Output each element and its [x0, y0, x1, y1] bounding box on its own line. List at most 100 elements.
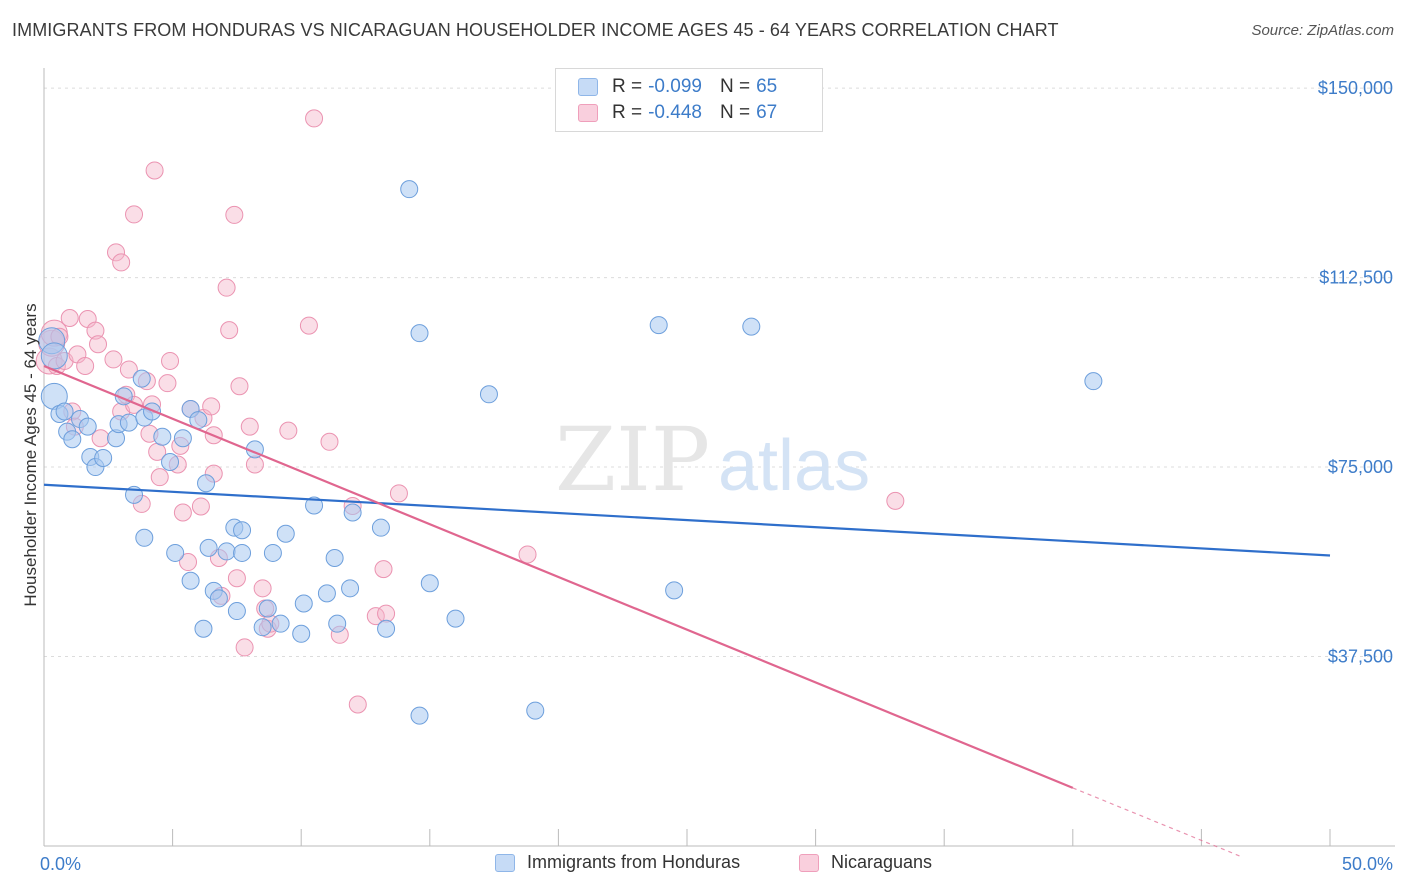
nicaraguans-trend-extension	[1072, 787, 1241, 857]
nicaraguans-point	[225, 205, 244, 224]
honduras-point	[55, 402, 74, 421]
legend-r-label: R =	[612, 76, 643, 97]
bottom-legend-nicaraguans: Nicaraguans	[799, 852, 932, 873]
nicaraguans-point	[305, 109, 324, 128]
honduras-point	[233, 521, 252, 540]
legend-n-label: N =	[719, 102, 751, 123]
chart-title: IMMIGRANTS FROM HONDURAS VS NICARAGUAN H…	[12, 20, 1059, 40]
nicaraguans-point	[348, 695, 367, 714]
nicaraguans-point	[76, 357, 95, 375]
honduras-points	[38, 180, 1103, 725]
nicaraguans-swatch	[578, 104, 598, 122]
legend-n-label: N =	[719, 76, 751, 97]
honduras-point	[420, 574, 439, 593]
nicaraguans-point	[227, 569, 246, 588]
nicaraguans-point	[104, 350, 123, 369]
honduras-point	[94, 448, 113, 467]
nicaraguans-point	[366, 607, 385, 626]
legend-n-value: 65	[756, 76, 778, 97]
honduras-point	[253, 618, 272, 637]
y-tick-label: $75,000	[1328, 457, 1393, 477]
y-tick-label: $37,500	[1328, 647, 1393, 667]
honduras-point	[199, 538, 218, 557]
honduras-point	[305, 496, 324, 515]
honduras-point	[135, 528, 154, 547]
honduras-point	[479, 385, 498, 404]
bottom-legend-honduras: Immigrants from Honduras	[495, 852, 740, 873]
honduras-legend-label: Immigrants from Honduras	[527, 852, 741, 872]
nicaraguans-point	[518, 545, 537, 564]
nicaraguans-points	[35, 109, 905, 714]
honduras-legend-swatch	[495, 853, 515, 872]
nicaraguans-point	[60, 309, 79, 327]
nicaraguans-point	[253, 579, 272, 598]
tick-labels: $37,500 $75,000 $112,500 $150,000 0.0% 50.0%	[40, 78, 1393, 874]
y-tick-label: $112,500	[1319, 268, 1393, 288]
legend-n-value: 67	[756, 102, 778, 123]
honduras-point	[371, 518, 390, 537]
grid-lines	[44, 87, 1395, 658]
honduras-trend-line	[43, 483, 1331, 557]
honduras-point	[166, 543, 185, 562]
honduras-point	[446, 609, 465, 628]
honduras-point	[233, 543, 252, 562]
honduras-point	[328, 614, 347, 633]
honduras-point	[325, 549, 344, 567]
nicaraguans-point	[150, 468, 169, 487]
honduras-point	[63, 430, 82, 449]
nicaraguans-point	[245, 455, 264, 474]
trend-lines	[43, 364, 1331, 857]
honduras-point	[227, 602, 246, 621]
watermark-atlas: atlas	[718, 426, 870, 506]
nicaraguans-legend-swatch	[799, 853, 819, 872]
honduras-point	[263, 543, 282, 562]
honduras-point	[742, 317, 761, 336]
nicaraguans-point	[374, 560, 393, 579]
nicaraguans-point	[886, 491, 905, 510]
legend-r-value: -0.448	[648, 102, 702, 123]
honduras-point	[649, 316, 668, 335]
nicaraguans-point	[191, 497, 210, 516]
nicaraguans-point	[119, 360, 138, 379]
nicaraguans-point	[112, 253, 131, 272]
x-tick-label-min: 0.0%	[40, 854, 81, 874]
nicaraguans-point	[179, 553, 198, 572]
nicaraguans-point	[299, 316, 318, 335]
honduras-point	[194, 619, 213, 638]
nicaraguans-point	[86, 321, 105, 340]
honduras-point	[40, 342, 68, 370]
honduras-point	[276, 524, 295, 543]
honduras-point	[119, 413, 138, 432]
honduras-point	[217, 542, 236, 561]
honduras-point	[343, 503, 362, 522]
nicaraguans-point	[240, 417, 259, 436]
honduras-point	[271, 614, 290, 633]
legend-row-honduras: R = -0.099 N = 65	[578, 75, 777, 99]
source-label: Source: ZipAtlas.com	[1251, 22, 1394, 39]
honduras-point	[410, 324, 429, 343]
nicaraguans-point	[279, 421, 298, 440]
nicaraguans-point	[173, 503, 192, 522]
honduras-point	[78, 417, 97, 436]
nicaraguans-point	[320, 432, 339, 451]
nicaraguans-point	[145, 161, 164, 180]
honduras-point	[317, 584, 336, 603]
nicaraguans-point	[158, 374, 177, 393]
honduras-point	[197, 474, 216, 493]
legend-row-nicaraguans: R = -0.448 N = 67	[578, 101, 777, 125]
honduras-point	[665, 581, 684, 600]
legend-r-label: R =	[612, 102, 643, 123]
y-tick-label: $150,000	[1318, 78, 1393, 98]
nicaraguans-point	[161, 351, 180, 370]
nicaraguans-legend-label: Nicaraguans	[831, 852, 933, 872]
correlation-legend: R = -0.099 N = 65 R = -0.448 N = 67	[555, 68, 823, 132]
nicaraguans-point	[220, 321, 239, 340]
axes	[43, 68, 1395, 847]
legend-r-value: -0.099	[648, 76, 702, 97]
nicaraguans-point	[235, 638, 254, 657]
nicaraguans-point	[377, 604, 396, 623]
honduras-point	[153, 427, 172, 446]
honduras-point	[1084, 372, 1103, 391]
honduras-point	[181, 571, 200, 590]
